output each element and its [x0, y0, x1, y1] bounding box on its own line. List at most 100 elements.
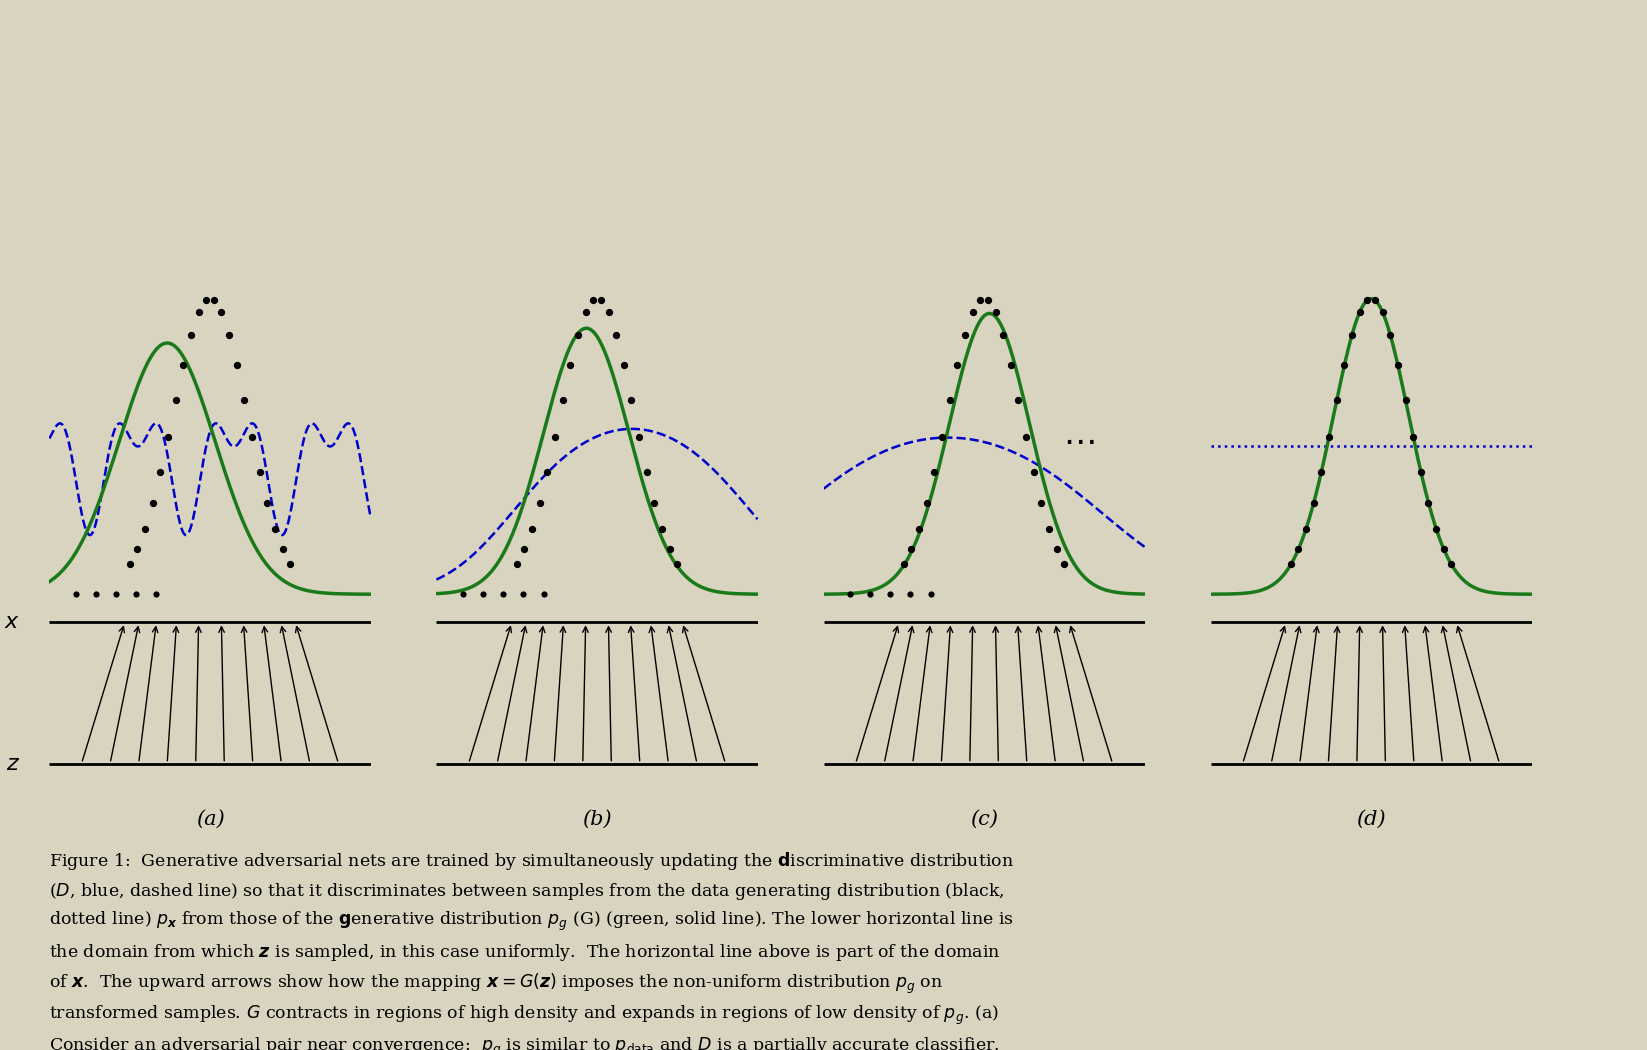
- Point: [1005, 392, 1031, 408]
- Point: [1377, 327, 1403, 343]
- Point: [104, 586, 130, 603]
- Point: [1028, 495, 1054, 511]
- Point: [557, 357, 583, 374]
- Point: [1392, 392, 1418, 408]
- Point: [967, 292, 993, 309]
- Point: [837, 586, 863, 603]
- Point: [952, 327, 978, 343]
- Point: [1278, 556, 1304, 573]
- Point: [937, 392, 963, 408]
- Point: [511, 586, 537, 603]
- Point: [254, 495, 280, 511]
- Point: [117, 556, 143, 573]
- Point: [898, 541, 924, 558]
- Point: [1036, 520, 1062, 537]
- Point: [155, 428, 181, 445]
- Point: [921, 463, 947, 480]
- Point: [1339, 327, 1365, 343]
- Point: [63, 586, 89, 603]
- Text: (c): (c): [970, 810, 998, 828]
- Point: [618, 392, 644, 408]
- Point: [170, 357, 196, 374]
- Point: [1285, 541, 1311, 558]
- Point: [193, 292, 219, 309]
- Point: [542, 428, 568, 445]
- Point: [588, 292, 614, 309]
- Point: [519, 520, 545, 537]
- Point: [975, 292, 1001, 309]
- Text: Figure 1:  Generative adversarial nets are trained by simultaneously updating th: Figure 1: Generative adversarial nets ar…: [49, 850, 1015, 1050]
- Point: [239, 428, 265, 445]
- Point: [998, 357, 1024, 374]
- Point: [898, 586, 924, 603]
- Point: [270, 541, 296, 558]
- Point: [216, 327, 242, 343]
- Point: [649, 520, 675, 537]
- Point: [277, 556, 303, 573]
- Point: [634, 463, 660, 480]
- Point: [603, 327, 629, 343]
- Point: [1301, 495, 1327, 511]
- Point: [1316, 428, 1342, 445]
- Point: [143, 586, 170, 603]
- Point: [178, 327, 204, 343]
- Point: [1423, 520, 1449, 537]
- Point: [657, 541, 684, 558]
- Point: [611, 357, 637, 374]
- Point: [1347, 303, 1374, 320]
- Point: [511, 541, 537, 558]
- Text: $x$: $x$: [3, 611, 20, 633]
- Point: [1013, 428, 1039, 445]
- Point: [527, 495, 553, 511]
- Point: [982, 303, 1008, 320]
- Point: [1415, 495, 1441, 511]
- Point: [224, 357, 250, 374]
- Point: [1385, 357, 1411, 374]
- Point: [231, 392, 257, 408]
- Point: [530, 586, 557, 603]
- Point: [917, 586, 944, 603]
- Point: [1293, 520, 1319, 537]
- Point: [856, 586, 883, 603]
- Point: [147, 463, 173, 480]
- Point: [163, 392, 189, 408]
- Point: [573, 303, 600, 320]
- Point: [1044, 541, 1071, 558]
- Point: [82, 586, 109, 603]
- Point: [1324, 392, 1351, 408]
- Point: [201, 292, 227, 309]
- Point: [565, 327, 591, 343]
- Point: [262, 520, 288, 537]
- Text: $z$: $z$: [5, 753, 20, 775]
- Point: [124, 586, 150, 603]
- Point: [990, 327, 1016, 343]
- Point: [626, 428, 652, 445]
- Point: [906, 520, 932, 537]
- Point: [1354, 292, 1380, 309]
- Text: (a): (a): [196, 810, 224, 828]
- Point: [1400, 428, 1426, 445]
- Point: [580, 292, 606, 309]
- Point: [450, 586, 476, 603]
- Point: [891, 556, 917, 573]
- Point: [247, 463, 273, 480]
- Point: [1021, 463, 1047, 480]
- Point: [1362, 292, 1388, 309]
- Point: [1369, 303, 1395, 320]
- Point: [124, 541, 150, 558]
- Point: [1408, 463, 1435, 480]
- Point: [186, 303, 212, 320]
- Text: $\cdots$: $\cdots$: [1062, 425, 1095, 457]
- Point: [878, 586, 904, 603]
- Point: [469, 586, 496, 603]
- Text: (d): (d): [1357, 810, 1385, 828]
- Point: [1431, 541, 1458, 558]
- Point: [504, 556, 530, 573]
- Point: [641, 495, 667, 511]
- Point: [140, 495, 166, 511]
- Point: [960, 303, 987, 320]
- Point: [1438, 556, 1464, 573]
- Point: [944, 357, 970, 374]
- Point: [1051, 556, 1077, 573]
- Point: [132, 520, 158, 537]
